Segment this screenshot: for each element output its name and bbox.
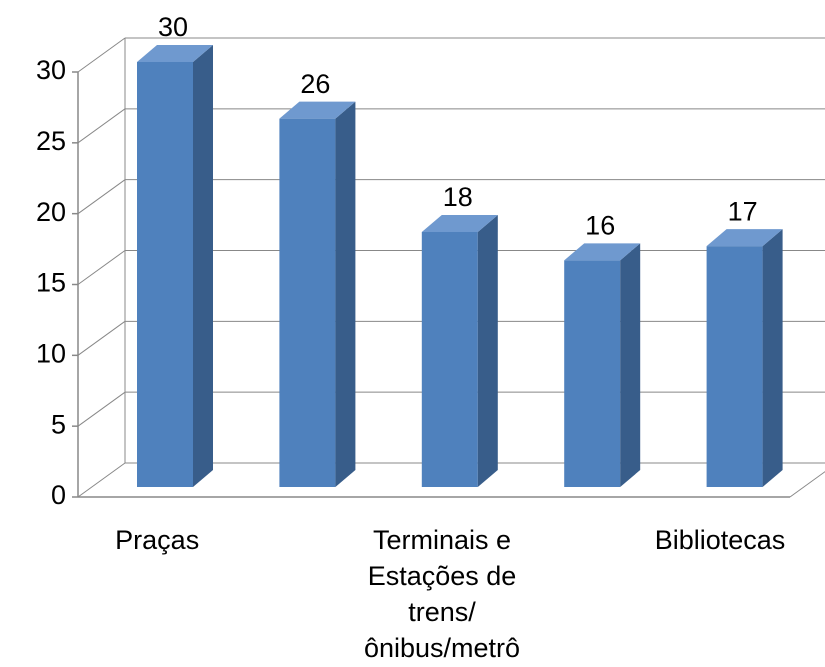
y-tick-label: 15: [36, 268, 66, 298]
bar: [137, 45, 213, 487]
bar-face: [620, 243, 641, 487]
bar: [279, 101, 356, 488]
bar: [706, 229, 783, 487]
x-tick-label: Bibliotecas: [654, 525, 786, 555]
data-label: 17: [728, 196, 758, 226]
x-tick-label: Terminais e Estações de trens/ônibus/met…: [363, 525, 521, 663]
grid-line: [77, 250, 126, 285]
bar-face: [137, 45, 213, 62]
bar-face: [335, 101, 356, 488]
y-tick-label: 0: [51, 480, 66, 510]
bar: [421, 215, 498, 487]
grid-line: [77, 462, 126, 498]
data-label: 26: [300, 69, 330, 99]
bar-face: [279, 118, 336, 488]
y-tick-label: 5: [51, 409, 66, 439]
bar-face: [706, 246, 763, 487]
bar-face: [477, 215, 498, 487]
bar-face: [421, 215, 498, 232]
bar-face: [564, 243, 641, 261]
bar-face: [564, 260, 621, 487]
bar-face: [762, 229, 783, 487]
data-label: 30: [158, 12, 188, 42]
bar-face: [193, 45, 213, 487]
grid-line: [77, 179, 126, 215]
grid-line: [77, 108, 126, 144]
grid-line: [77, 37, 126, 73]
y-tick-label: 10: [36, 338, 66, 368]
data-label: 16: [585, 210, 615, 240]
y-tick-label: 25: [36, 126, 66, 156]
bar-face: [279, 101, 356, 119]
bar: [564, 243, 641, 487]
grid-line: [77, 391, 126, 427]
floor-edge: [789, 471, 825, 498]
bar-face: [421, 232, 478, 487]
data-label: 18: [443, 182, 473, 212]
y-tick-label: 20: [36, 197, 66, 227]
grid-line: [77, 320, 126, 356]
x-tick-label: Praças: [115, 525, 200, 555]
bar-face: [137, 62, 193, 487]
bar-face: [706, 229, 783, 247]
y-tick-label: 30: [36, 55, 66, 85]
